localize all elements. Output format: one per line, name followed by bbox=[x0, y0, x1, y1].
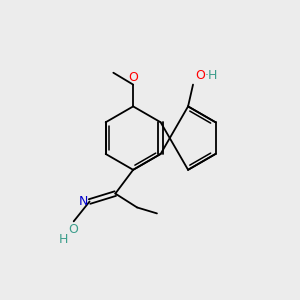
Text: O: O bbox=[68, 223, 78, 236]
Text: H: H bbox=[59, 233, 68, 246]
Text: ·H: ·H bbox=[205, 69, 218, 82]
Text: N: N bbox=[79, 195, 88, 208]
Text: O: O bbox=[128, 70, 138, 84]
Text: O: O bbox=[195, 69, 205, 82]
